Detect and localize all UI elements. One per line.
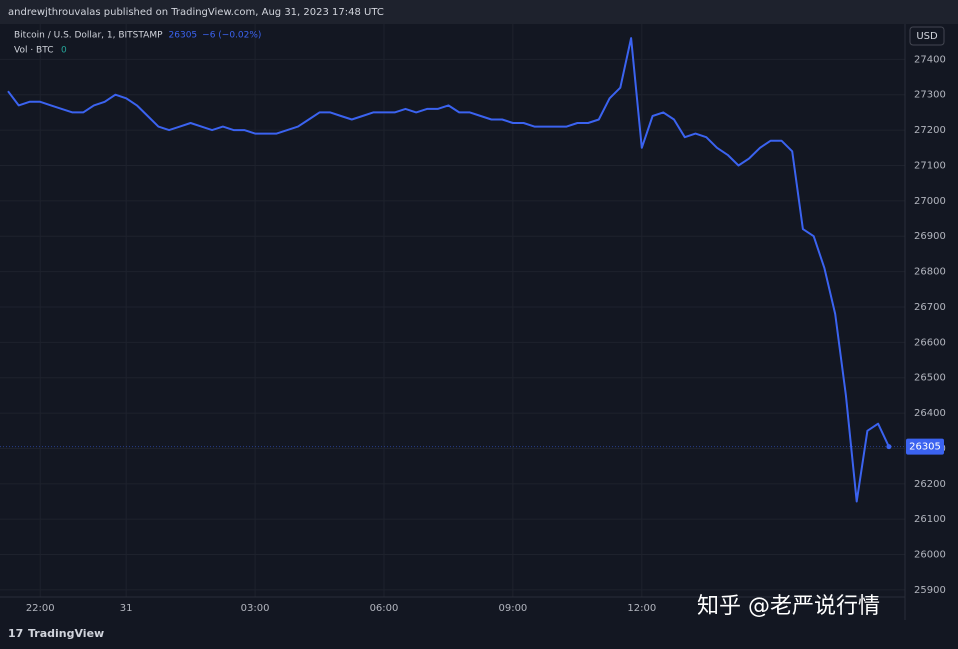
y-tick-label: 27400 [914, 54, 946, 65]
header: andrewjthrouvalas published on TradingVi… [8, 7, 384, 18]
x-tick-label: 12:00 [627, 603, 656, 614]
y-tick-label: 27100 [914, 160, 946, 171]
price-tag [906, 438, 944, 455]
price-line [7, 37, 890, 503]
legend-change: −6 (−0.02%) [202, 31, 261, 41]
logo: 17 [8, 627, 23, 640]
y-tick-label: 26000 [914, 550, 946, 561]
legend-series: Bitcoin / U.S. Dollar, 1, BITSTAMP [14, 31, 163, 41]
last-point [886, 444, 892, 450]
y-tick-label: 26700 [914, 302, 946, 313]
x-tick-label: 09:00 [498, 603, 527, 614]
y-tick-label: 26600 [914, 337, 946, 348]
footer-bar [0, 620, 958, 649]
x-tick-label: 03:00 [241, 603, 270, 614]
watermark: 知乎 @老严说行情 [697, 594, 880, 619]
header-bar [0, 0, 958, 24]
currency-box[interactable] [909, 26, 945, 46]
x-tick-label: 06:00 [370, 603, 399, 614]
volume-value: 0 [61, 46, 67, 56]
price-tag-label: 26305 [909, 442, 941, 453]
x-tick-label: 22:00 [26, 603, 55, 614]
currency: USD [916, 31, 938, 42]
y-tick-label: 26500 [914, 373, 946, 384]
y-tick-label: 25900 [914, 585, 946, 596]
y-tick-label: 27200 [914, 125, 946, 136]
volume-label: Vol · BTC [14, 46, 53, 56]
footer: TradingView [28, 627, 104, 640]
y-tick-label: 26900 [914, 231, 946, 242]
legend-price: 26305 [169, 31, 198, 41]
y-tick-label: 26800 [914, 267, 946, 278]
y-tick-label: 26200 [914, 479, 946, 490]
y-tick-label: 26400 [914, 408, 946, 419]
x-tick-label: 31 [120, 603, 133, 614]
y-tick-label: 26100 [914, 514, 946, 525]
y-tick-label: 27300 [914, 90, 946, 101]
y-tick-label: 27000 [914, 196, 946, 207]
